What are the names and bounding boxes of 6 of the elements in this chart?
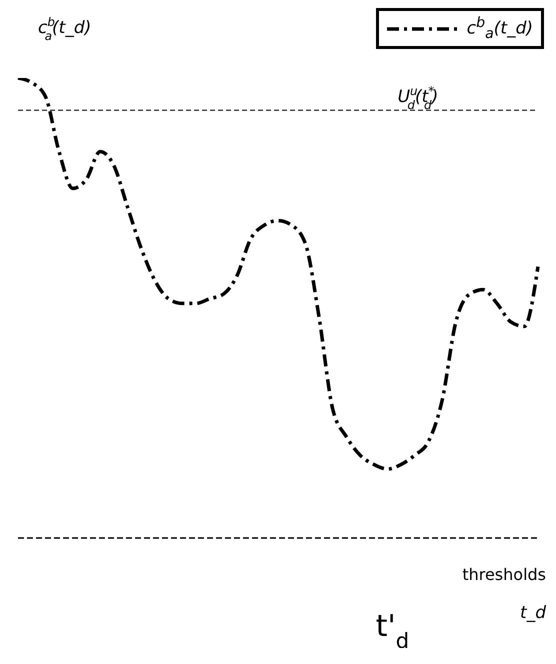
y-axis-title: c$^{b}$$_{a}$(t_d)	[38, 15, 92, 43]
legend-label: c$^{b}$$_{a}$(t_d)	[466, 15, 533, 42]
x-axis-title: t_d	[520, 603, 546, 623]
text: thresholds	[462, 565, 546, 584]
ref-line-label: U$^{u}$$_{d}$(t$^{*}$$_{d}$)	[398, 84, 438, 112]
text: t'$_{d}$	[376, 609, 410, 653]
